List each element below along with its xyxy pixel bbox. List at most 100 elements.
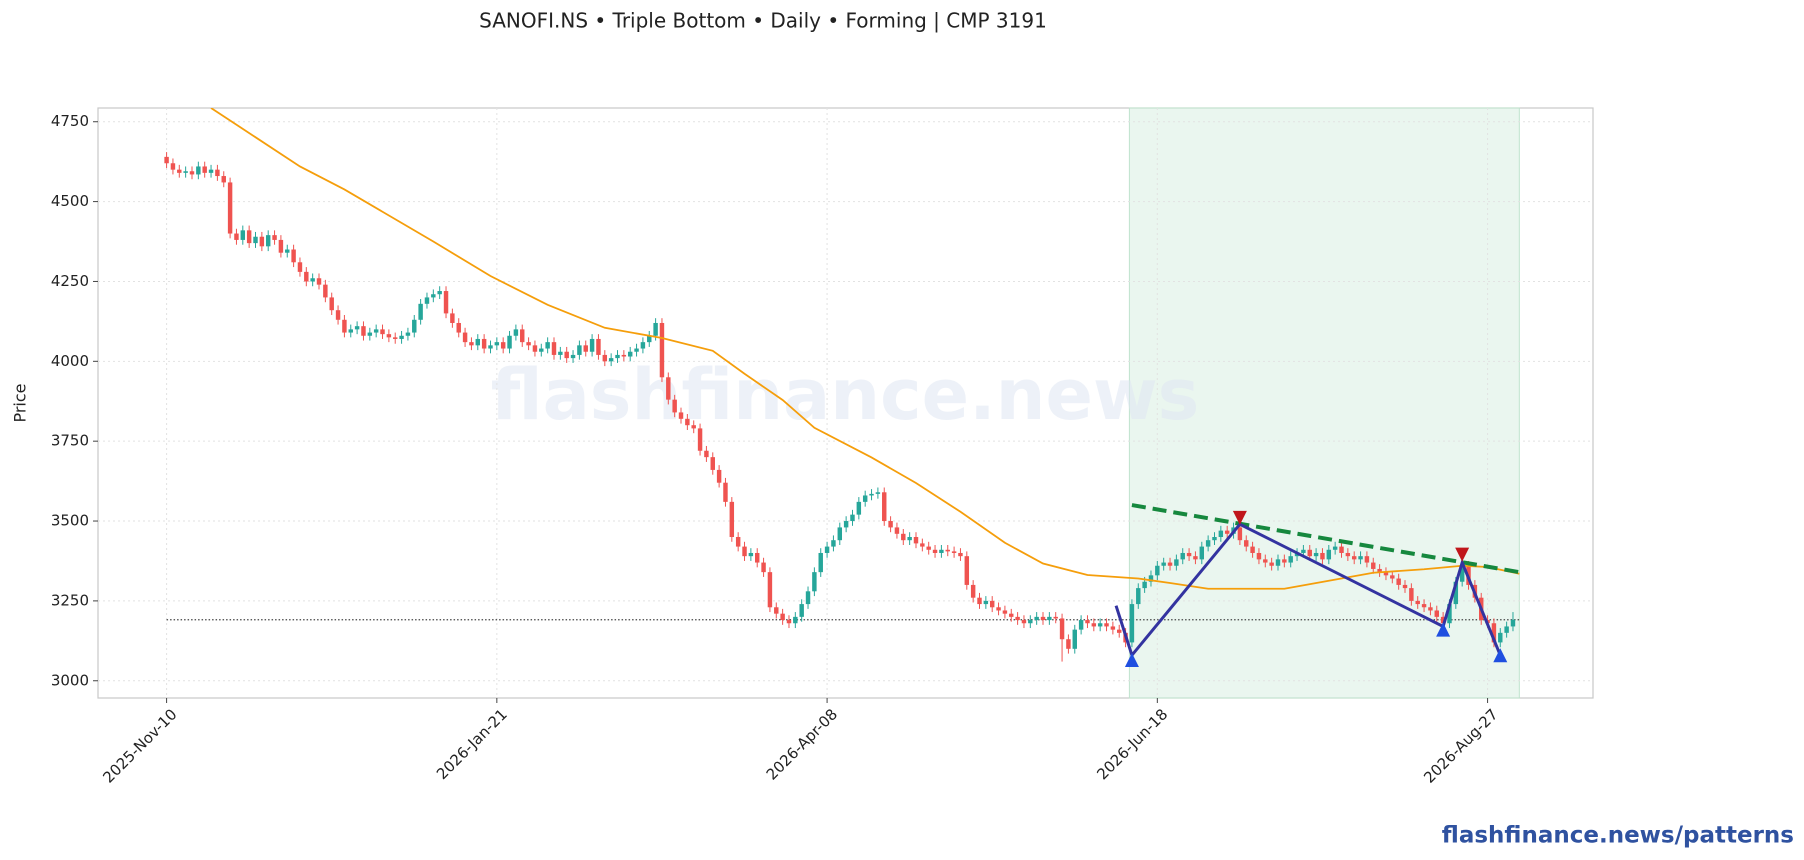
candle-body <box>215 169 220 177</box>
candle-body <box>691 425 696 429</box>
candle-body <box>1498 632 1503 643</box>
candle-body <box>316 278 322 285</box>
candle-body <box>532 345 538 352</box>
candle-body <box>1510 619 1516 627</box>
candle-body <box>221 176 226 183</box>
candle-body <box>513 329 519 336</box>
candle-body <box>437 291 442 295</box>
candle-body <box>799 604 804 617</box>
candle-body <box>1269 562 1274 566</box>
candle-body <box>894 527 900 534</box>
candle-body <box>551 342 557 355</box>
candle-body <box>1066 639 1071 649</box>
candle-body <box>1250 546 1255 553</box>
candle-body <box>1263 559 1268 563</box>
candle-body <box>227 182 233 234</box>
candle-body <box>831 540 836 547</box>
candle-body <box>1440 616 1446 624</box>
candle-body <box>323 284 328 298</box>
candle-body <box>456 322 461 333</box>
candle-body <box>189 171 195 175</box>
candle-body <box>1326 549 1332 560</box>
candle-body <box>507 335 512 349</box>
candle-body <box>1428 607 1433 611</box>
candle-body <box>678 412 684 419</box>
candle-body <box>640 342 646 349</box>
candle-body <box>494 342 500 346</box>
y-tick-label: 4250 <box>51 272 89 290</box>
candle-body <box>1256 552 1262 560</box>
candle-body <box>1504 626 1509 633</box>
candle-body <box>608 358 614 362</box>
candle-body <box>1377 568 1382 573</box>
candle-body <box>1447 604 1452 624</box>
x-tick-label: 2026-Aug-27 <box>1420 705 1501 786</box>
candle-body <box>793 616 798 624</box>
candle-body <box>856 501 862 515</box>
candle-body <box>862 495 868 502</box>
candle-body <box>246 230 252 244</box>
candle-body <box>373 329 379 333</box>
candle-body <box>837 527 843 541</box>
x-tick-label: 2025-Nov-10 <box>99 705 180 786</box>
candle-body <box>342 319 347 333</box>
candle-body <box>1155 565 1160 576</box>
candle-body <box>729 501 735 538</box>
candle-body <box>367 332 373 336</box>
candle-body <box>1224 530 1230 534</box>
y-tick-label: 4750 <box>51 112 89 130</box>
candle-body <box>1129 604 1135 643</box>
candle-body <box>761 562 766 573</box>
candle-body <box>964 556 970 585</box>
candle-body <box>1358 556 1363 560</box>
candle-body <box>564 351 569 359</box>
candle-body <box>869 493 874 496</box>
candle-body <box>539 348 544 352</box>
candle-body <box>1199 546 1205 560</box>
candle-body <box>627 351 633 357</box>
candle-body <box>958 552 963 557</box>
candle-body <box>1047 616 1052 621</box>
peak-marker <box>1455 547 1470 562</box>
y-tick-label: 4000 <box>51 352 89 370</box>
candle-body <box>570 354 576 359</box>
candle-body <box>488 345 493 349</box>
candle-body <box>583 345 588 352</box>
candle-body <box>589 338 595 352</box>
pattern-zigzag <box>1114 522 1502 659</box>
candle-body <box>265 235 271 247</box>
candle-body <box>1053 616 1058 619</box>
y-tick-label: 3000 <box>51 671 89 689</box>
candle-body <box>1028 620 1033 624</box>
candle-body <box>291 249 296 263</box>
candle-body <box>647 335 652 343</box>
candle-body <box>1351 556 1357 560</box>
trough-marker <box>1436 622 1451 637</box>
y-tick-label: 3750 <box>51 432 89 450</box>
candle-body <box>742 546 747 557</box>
candle-body <box>1339 546 1344 553</box>
candle-body <box>983 600 989 605</box>
candle-body <box>888 521 893 528</box>
candle-body <box>1415 600 1420 605</box>
candle-body <box>1402 584 1408 589</box>
candle-body <box>405 332 411 336</box>
candle-body <box>945 549 950 552</box>
candle-body <box>977 597 982 605</box>
candle-body <box>259 236 265 247</box>
candle-body <box>1307 549 1312 557</box>
candle-body <box>170 163 176 170</box>
candle-body <box>805 591 811 605</box>
candle-body <box>1110 626 1116 630</box>
chart-title: SANOFI.NS • Triple Bottom • Daily • Form… <box>479 9 1047 33</box>
candle-body <box>1021 620 1027 624</box>
candle-body <box>234 233 239 240</box>
candle-body <box>659 322 665 378</box>
trough-marker <box>1124 652 1139 667</box>
candle-body <box>196 166 201 175</box>
candle-body <box>1409 588 1414 601</box>
candle-body <box>1078 620 1084 630</box>
candle-body <box>1332 546 1338 550</box>
candle-body <box>1136 588 1141 605</box>
candle-body <box>1148 575 1154 582</box>
